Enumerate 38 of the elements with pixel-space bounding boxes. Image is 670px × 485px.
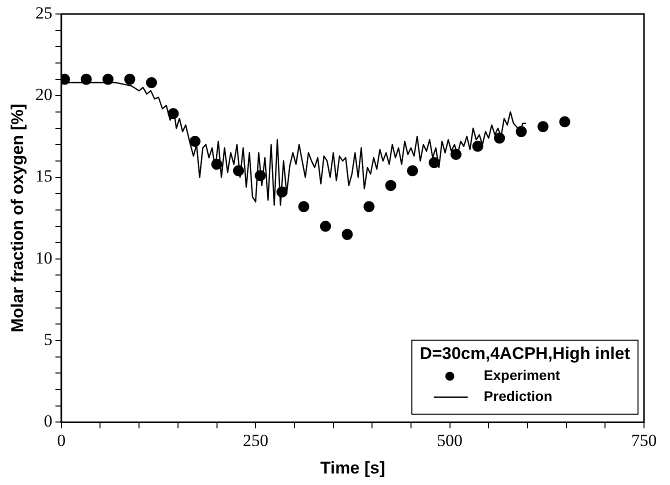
point bbox=[428, 157, 440, 168]
point bbox=[494, 132, 506, 144]
point bbox=[364, 201, 375, 212]
x-tick-label: 250 bbox=[242, 430, 268, 450]
y-tick-label: 20 bbox=[35, 85, 52, 104]
point bbox=[124, 74, 136, 85]
point bbox=[276, 186, 288, 198]
point bbox=[146, 77, 158, 88]
point bbox=[385, 180, 396, 191]
y-tick-label: 25 bbox=[35, 3, 52, 22]
x-tick-label: 750 bbox=[631, 430, 657, 450]
point bbox=[80, 74, 92, 85]
point bbox=[320, 220, 332, 232]
x-tick-label: 500 bbox=[437, 430, 463, 450]
point bbox=[190, 136, 201, 147]
x-tick-label: 0 bbox=[57, 430, 66, 450]
point bbox=[538, 121, 549, 132]
y-axis-title: Molar fraction of oxygen [%] bbox=[8, 104, 27, 332]
y-tick-label: 5 bbox=[44, 330, 52, 350]
point bbox=[516, 126, 527, 138]
y-tick-label: 15 bbox=[35, 166, 52, 186]
point bbox=[298, 201, 310, 212]
point bbox=[233, 165, 244, 176]
legend-label: Prediction bbox=[484, 388, 552, 404]
legend-title: D=30cm,4ACPH,High inlet bbox=[420, 344, 630, 363]
point bbox=[472, 140, 484, 152]
point bbox=[102, 74, 114, 85]
point bbox=[254, 170, 266, 182]
point bbox=[211, 158, 222, 170]
point bbox=[342, 228, 353, 240]
point bbox=[407, 165, 418, 176]
point bbox=[450, 148, 462, 160]
legend-label: Experiment bbox=[484, 367, 560, 384]
y-tick-label: 10 bbox=[35, 248, 52, 268]
x-axis-title: Time [s] bbox=[320, 458, 386, 478]
y-tick-label: 0 bbox=[44, 412, 52, 431]
point bbox=[559, 116, 570, 128]
point bbox=[168, 108, 179, 120]
